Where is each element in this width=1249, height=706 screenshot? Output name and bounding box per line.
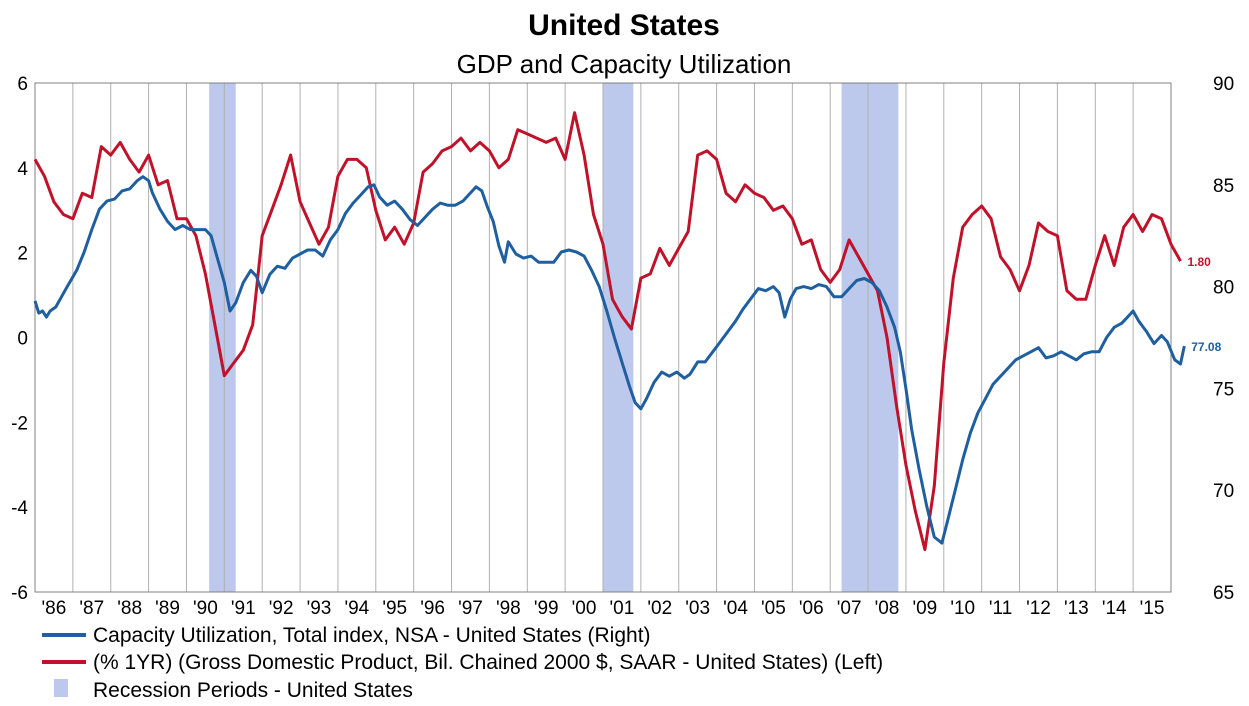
right-y-tick-label: 70 <box>1213 481 1234 502</box>
end-labels: 1.80 77.08 <box>1187 255 1221 354</box>
x-tick-label: '88 <box>117 598 142 619</box>
x-tick-label: '94 <box>344 598 369 619</box>
end-label-gdp: 1.80 <box>1187 255 1211 269</box>
x-tick-label: '15 <box>1140 598 1165 619</box>
x-tick-label: '01 <box>610 598 635 619</box>
x-tick-label: '96 <box>420 598 445 619</box>
x-tick-label: '02 <box>647 598 672 619</box>
x-tick-label: '11 <box>989 598 1012 619</box>
left-y-axis: -6 -4 -2 0 2 4 6 <box>11 74 28 604</box>
x-tick-label: '12 <box>1026 598 1051 619</box>
x-tick-label: '07 <box>837 598 862 619</box>
recession-band-1 <box>603 83 634 592</box>
right-y-tick-label: 65 <box>1213 583 1234 604</box>
legend-label-capacity: Capacity Utilization, Total index, NSA -… <box>93 624 651 647</box>
x-tick-label: '03 <box>685 598 710 619</box>
right-y-tick-label: 90 <box>1213 74 1234 95</box>
x-tick-label: '92 <box>269 598 294 619</box>
recession-band-2 <box>841 83 899 592</box>
right-y-tick-label: 80 <box>1213 278 1234 299</box>
chart-title: United States <box>528 9 720 42</box>
x-tick-label: '00 <box>572 598 597 619</box>
x-axis: '86 '87 '88 '89 '90 '91 '92 '93 '94 '95 '96 '97 '98 '… <box>42 598 1165 619</box>
recession-bands <box>209 83 899 592</box>
x-tick-label: '05 <box>761 598 786 619</box>
x-tick-label: '95 <box>382 598 407 619</box>
chart-subtitle: GDP and Capacity Utilization <box>457 49 792 79</box>
x-tick-label: '10 <box>950 598 975 619</box>
series-line-capacity <box>33 175 1186 545</box>
series-lines <box>33 111 1186 552</box>
recession-band-0 <box>209 83 236 592</box>
x-tick-label: '98 <box>496 598 521 619</box>
left-y-tick-label: -2 <box>11 413 28 434</box>
x-tick-label: '86 <box>42 598 67 619</box>
x-tick-label: '90 <box>193 598 218 619</box>
left-y-tick-label: 6 <box>17 74 28 95</box>
left-y-tick-label: 2 <box>17 244 28 265</box>
x-tick-label: '08 <box>875 598 900 619</box>
x-tick-label: '87 <box>79 598 104 619</box>
x-tick-label: '97 <box>458 598 483 619</box>
x-tick-label: '04 <box>723 598 748 619</box>
left-y-tick-label: -6 <box>11 583 28 604</box>
legend: Capacity Utilization, Total index, NSA -… <box>42 624 883 702</box>
right-y-axis: 65 70 75 80 85 90 <box>1213 74 1234 604</box>
end-label-capacity: 77.08 <box>1191 340 1221 354</box>
x-tick-label: '93 <box>307 598 332 619</box>
right-y-tick-label: 75 <box>1213 379 1234 400</box>
x-tick-label: '89 <box>155 598 180 619</box>
left-y-tick-label: -4 <box>11 498 28 519</box>
x-tick-label: '91 <box>231 598 256 619</box>
x-tick-label: '14 <box>1102 598 1127 619</box>
grid <box>72 83 1134 592</box>
legend-swatch-recession <box>54 679 68 697</box>
left-y-tick-label: 0 <box>17 329 28 350</box>
x-tick-label: '09 <box>912 598 937 619</box>
left-y-tick-label: 4 <box>17 159 28 180</box>
x-tick-label: '06 <box>799 598 824 619</box>
right-y-tick-label: 85 <box>1213 176 1234 197</box>
legend-label-recession: Recession Periods - United States <box>93 679 413 702</box>
legend-label-gdp: (% 1YR) (Gross Domestic Product, Bil. Ch… <box>93 651 883 674</box>
x-tick-label: '99 <box>534 598 559 619</box>
series-line-gdp <box>33 111 1182 552</box>
plot-area-border <box>34 82 1172 593</box>
x-tick-label: '13 <box>1064 598 1089 619</box>
